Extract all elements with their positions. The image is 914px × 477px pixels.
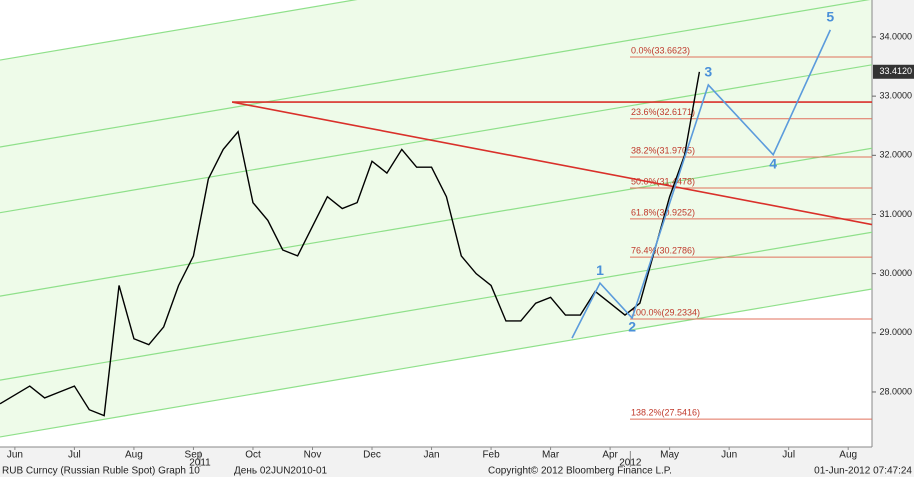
fib-label: 76.4%(30.2786) xyxy=(631,246,695,256)
fib-label: 50.0%(31.4478) xyxy=(631,176,695,186)
x-tick-label: Mar xyxy=(542,450,560,461)
wave-label: 1 xyxy=(596,262,604,278)
x-tick-label: Nov xyxy=(304,450,322,461)
fib-label: 23.6%(32.6171) xyxy=(631,107,695,117)
price-line xyxy=(0,71,701,417)
channel-line xyxy=(0,0,358,61)
x-tick-label: Aug xyxy=(125,450,143,461)
x-tick-label: Jun xyxy=(721,450,737,461)
wave-label: 2 xyxy=(628,319,636,335)
last-price-box xyxy=(873,64,914,79)
footer-text: 01-Jun-2012 07:47:24 xyxy=(814,466,912,477)
x-axis-band xyxy=(0,447,872,477)
x-tick-label: Sep xyxy=(185,450,203,461)
fib-label: 38.2%(31.9705) xyxy=(631,145,695,155)
channel-fill xyxy=(0,0,872,437)
y-tick-label: 31.0000 xyxy=(879,209,912,219)
x-tick-label: Jul xyxy=(782,450,795,461)
footer-text: День 02JUN2010-01 xyxy=(234,466,328,477)
year-tick-label: 2012 xyxy=(619,458,642,469)
red-line xyxy=(231,101,872,226)
x-tick-label: Jan xyxy=(423,450,439,461)
channel-line xyxy=(0,0,871,148)
fib-label: 138.2%(27.5416) xyxy=(631,407,700,417)
wave-line xyxy=(571,29,832,339)
channel-line xyxy=(0,147,872,297)
x-tick-label: Dec xyxy=(363,450,381,461)
y-tick-label: 33.0000 xyxy=(879,91,912,101)
last-price-label: 33.4120 xyxy=(879,66,912,76)
x-tick-label: Aug xyxy=(839,450,857,461)
x-tick-label: Feb xyxy=(482,450,500,461)
y-axis-band xyxy=(872,0,914,477)
channel-fill xyxy=(0,0,872,437)
fib-label: 100.0%(29.2334) xyxy=(631,307,700,317)
y-tick-label: 32.0000 xyxy=(879,150,912,160)
y-tick-label: 29.0000 xyxy=(879,327,912,337)
y-tick-label: 28.0000 xyxy=(879,386,912,396)
wave-label: 5 xyxy=(826,9,834,25)
x-tick-label: Jul xyxy=(68,450,81,461)
x-tick-label: Apr xyxy=(602,450,618,461)
fib-label: 61.8%(30.9252) xyxy=(631,207,695,217)
channel-line xyxy=(0,64,872,214)
footer-text: RUB Curncy (Russian Ruble Spot) Graph 10 xyxy=(2,466,200,477)
wave-label: 3 xyxy=(704,64,712,80)
fib-label: 0.0%(33.6623) xyxy=(631,45,690,55)
y-tick-label: 30.0000 xyxy=(879,268,912,278)
x-tick-label: May xyxy=(660,450,679,461)
footer-text: Copyright© 2012 Bloomberg Finance L.P. xyxy=(488,466,672,477)
channel-line xyxy=(0,288,872,438)
y-tick-label: 34.0000 xyxy=(879,31,912,41)
year-tick-label: 2011 xyxy=(189,458,211,469)
x-tick-label: Oct xyxy=(245,450,261,461)
plot-group: 0.0%(33.6623) 23.6%(32.6171) 38.2%(31.9705… xyxy=(0,0,872,438)
wave-label: 4 xyxy=(769,155,777,171)
x-tick-label: Jun xyxy=(7,450,23,461)
